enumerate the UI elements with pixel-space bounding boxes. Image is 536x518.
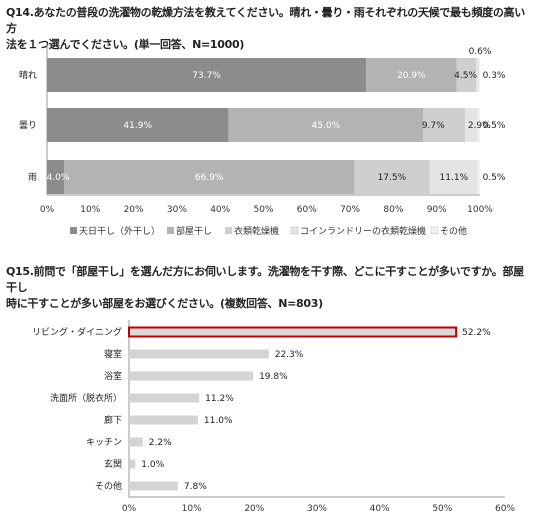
bar-segment xyxy=(228,108,424,142)
bar xyxy=(129,459,136,469)
category-label: 寝室 xyxy=(104,348,122,360)
bar-segment xyxy=(423,108,466,142)
bar-segment xyxy=(478,58,480,92)
data-label: 19.8% xyxy=(259,372,288,382)
data-label: 66.9% xyxy=(195,173,224,183)
x-tick-label: 80% xyxy=(383,205,403,215)
legend-label: 部屋干し xyxy=(176,225,212,237)
category-label: 洗面所（脱衣所） xyxy=(50,392,122,404)
data-label: 11.0% xyxy=(204,416,233,426)
data-label: 20.9% xyxy=(397,71,426,81)
category-label: 雨 xyxy=(28,172,37,183)
q14-title-line2: 法を１つ選んでください。(単一回答、N=1000) xyxy=(6,38,245,51)
category-label: その他 xyxy=(95,480,122,492)
data-label: 9.7% xyxy=(422,121,445,131)
x-tick-label: 40% xyxy=(370,504,390,514)
data-label: 0.3% xyxy=(483,71,506,81)
bar-segment xyxy=(465,108,478,142)
bar-segment xyxy=(477,160,480,194)
legend-swatch xyxy=(70,227,77,234)
q14-title-line1: Q14.あなたの普段の洗濯物の乾燥方法を教えてください。晴れ・曇り・雨それぞれの… xyxy=(6,6,525,35)
bar-segment xyxy=(47,108,229,142)
category-label: 曇り xyxy=(19,120,37,131)
category-label: 晴れ xyxy=(19,69,37,81)
legend-label: 天日干し（外干し） xyxy=(79,225,160,237)
q15-question-title: Q15.前問で「部屋干し」を選んだ方にお伺いします。洗濯物を干す際、どこに干すこ… xyxy=(6,264,526,312)
bar-segment xyxy=(353,160,430,194)
bar-segment xyxy=(64,160,354,194)
data-label: 73.7% xyxy=(192,71,221,81)
data-label: 1.0% xyxy=(141,460,164,470)
x-tick-label: 70% xyxy=(340,205,360,215)
x-tick-label: 0% xyxy=(40,205,55,215)
bar-segment xyxy=(476,58,479,92)
bar xyxy=(128,326,458,338)
x-tick-label: 20% xyxy=(244,504,264,514)
data-label: 22.3% xyxy=(275,350,304,360)
legend-label: コインランドリーの衣類乾燥機 xyxy=(300,225,426,237)
bar-segment xyxy=(429,160,478,194)
x-tick-label: 50% xyxy=(253,205,273,215)
q15-title-line1: Q15.前問で「部屋干し」を選んだ方にお伺いします。洗濯物を干す際、どこに干すこ… xyxy=(6,265,524,294)
bar xyxy=(129,371,254,381)
data-label: 4.5% xyxy=(454,71,477,81)
legend-label: その他 xyxy=(440,225,467,237)
legend-swatch xyxy=(290,226,299,235)
bar-segment xyxy=(47,58,367,92)
data-label: 45.0% xyxy=(312,121,341,131)
data-label: 7.8% xyxy=(184,482,207,492)
category-label: リビング・ダイニング xyxy=(32,326,122,338)
x-tick-label: 0% xyxy=(122,504,137,514)
bar-segment xyxy=(477,108,480,142)
x-tick-label: 10% xyxy=(80,205,100,215)
q14-stacked-bar-chart: 晴れ 73.7% 20.9% 4.5% 0.6% 0.3% 曇り 41.9% 45.0% 9.7%… xyxy=(19,44,506,237)
bar-segment xyxy=(366,58,457,92)
data-label: 2.9% xyxy=(468,121,491,131)
x-tick-label: 50% xyxy=(432,504,452,514)
category-label: 廊下 xyxy=(104,414,122,426)
category-label: 玄関 xyxy=(104,458,122,470)
bar xyxy=(129,415,198,425)
bar xyxy=(129,349,269,359)
data-label: 52.2% xyxy=(462,328,491,338)
data-label: 0.5% xyxy=(483,173,506,183)
category-label: キッチン xyxy=(86,437,122,448)
data-label: 0.5% xyxy=(483,121,506,131)
data-label: 11.1% xyxy=(440,173,469,183)
data-label: 2.2% xyxy=(149,438,172,448)
data-label: 41.9% xyxy=(123,121,152,131)
legend-swatch xyxy=(430,226,439,235)
x-tick-label: 30% xyxy=(167,205,187,215)
x-tick-label: 60% xyxy=(297,205,317,215)
bar xyxy=(129,393,200,403)
x-tick-label: 30% xyxy=(307,504,327,514)
bar-segment xyxy=(47,160,65,194)
x-tick-label: 20% xyxy=(124,205,144,215)
data-label: 11.2% xyxy=(205,394,234,404)
legend-label: 衣類乾燥機 xyxy=(234,225,279,237)
bar-segment xyxy=(456,58,477,92)
x-tick-label: 10% xyxy=(182,504,202,514)
x-tick-label: 40% xyxy=(210,205,230,215)
x-tick-label: 90% xyxy=(427,205,447,215)
bar xyxy=(129,481,178,491)
q15-title-line2: 時に干すことが多い部屋をお選びください。(複数回答、N=803) xyxy=(6,297,323,310)
data-label: 0.6% xyxy=(469,47,492,57)
x-tick-label: 60% xyxy=(495,504,515,514)
legend-swatch xyxy=(167,227,174,234)
q14-question-title: Q14.あなたの普段の洗濯物の乾燥方法を教えてください。晴れ・曇り・雨それぞれの… xyxy=(6,5,526,53)
legend-swatch xyxy=(225,227,232,234)
bar xyxy=(129,437,143,447)
data-label: 17.5% xyxy=(378,173,407,183)
x-tick-label: 100% xyxy=(467,205,493,215)
data-label: 4.0% xyxy=(47,173,70,183)
category-label: 浴室 xyxy=(104,370,122,382)
